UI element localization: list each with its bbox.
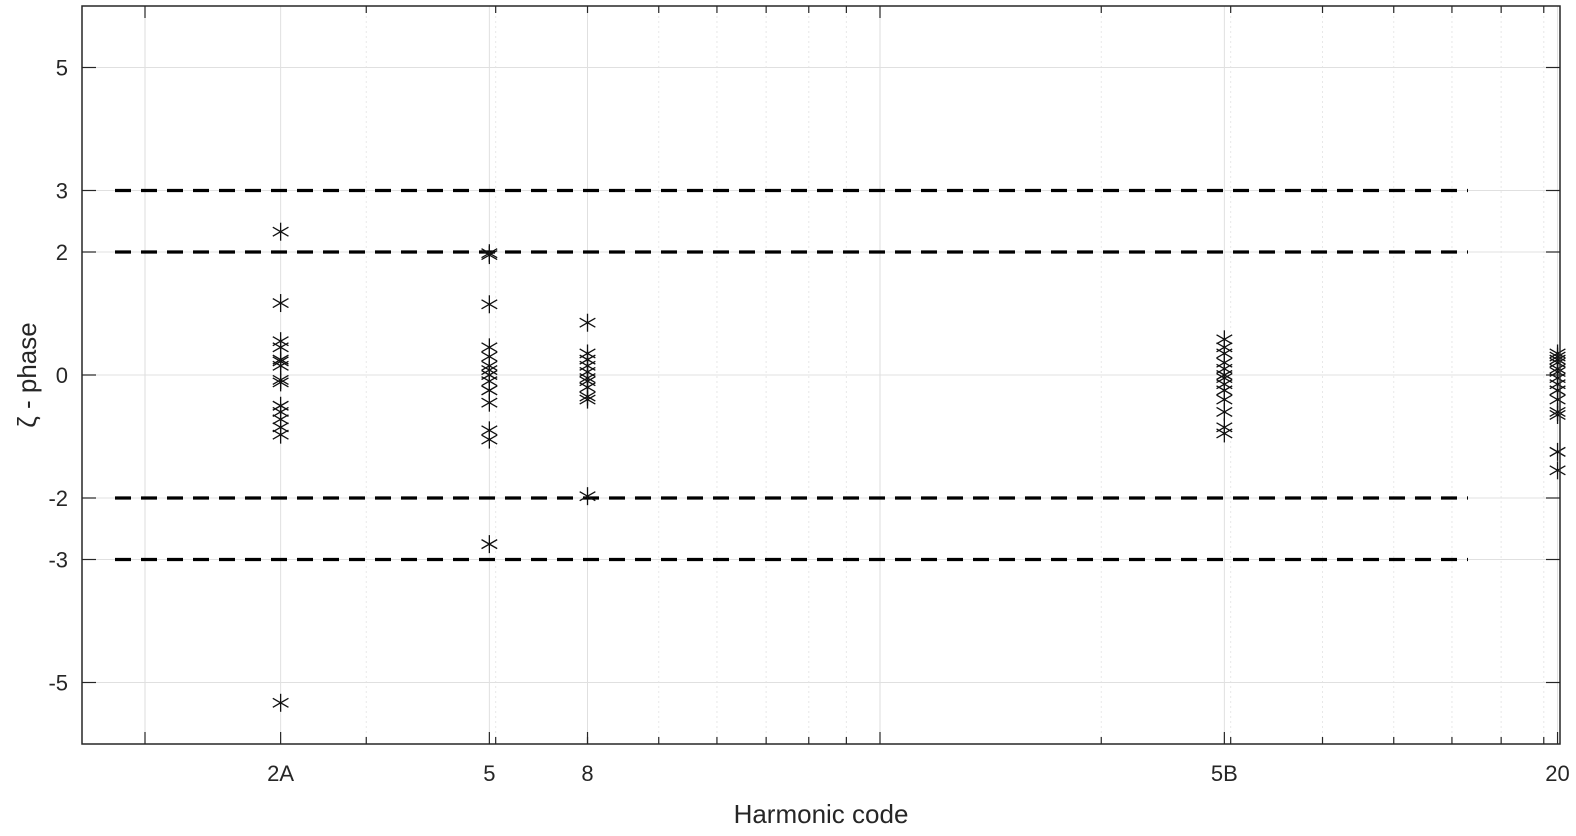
y-tick-label: 3 — [56, 179, 68, 204]
x-tick-label: 5B — [1211, 761, 1238, 786]
y-tick-label: -3 — [48, 548, 68, 573]
data-point — [481, 246, 498, 265]
x-tick-labels: 2A585B2035506580100 — [267, 761, 1570, 786]
data-point — [272, 373, 289, 392]
y-tick-labels: 5 3 2 0 -2 -3 -5 — [48, 56, 68, 696]
data-markers — [272, 222, 1566, 712]
x-tick-label: 5 — [483, 761, 495, 786]
y-tick-label: 5 — [56, 56, 68, 81]
y-tick-label: -5 — [48, 671, 68, 696]
data-point — [1216, 402, 1233, 421]
x-tick-label: 20 — [1545, 761, 1569, 786]
axis-ticks — [82, 6, 1560, 744]
data-point — [481, 535, 498, 554]
data-point — [481, 393, 498, 412]
y-tick-label: -2 — [48, 486, 68, 511]
data-point — [1549, 405, 1566, 424]
y-tick-label: 2 — [56, 240, 68, 265]
data-point — [272, 294, 289, 313]
data-point — [1549, 461, 1566, 480]
data-point — [481, 430, 498, 449]
data-point — [272, 222, 289, 241]
data-point — [579, 390, 596, 409]
x-tick-label: 8 — [581, 761, 593, 786]
y-axis-title: ζ - phase — [12, 322, 42, 427]
data-point — [272, 425, 289, 444]
reference-lines — [115, 188, 1468, 562]
grid — [82, 6, 1560, 744]
y-tick-label: 0 — [56, 363, 68, 388]
data-point — [1549, 442, 1566, 461]
data-point — [481, 295, 498, 314]
data-point — [579, 313, 596, 332]
data-point — [1216, 424, 1233, 443]
data-point — [272, 693, 289, 712]
data-point — [579, 487, 596, 506]
x-tick-label: 2A — [267, 761, 294, 786]
x-axis-title: Harmonic code — [734, 799, 909, 829]
